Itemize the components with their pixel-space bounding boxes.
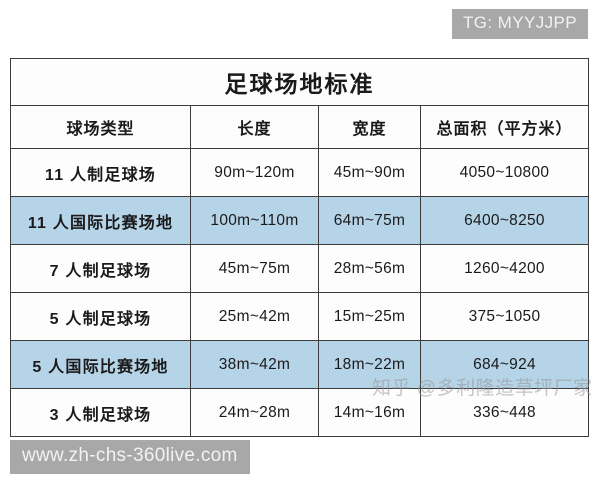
cell-field-width: 28m~56m [318, 244, 421, 293]
column-header-area: 总面积（平方米） [420, 105, 589, 149]
cell-field-length: 25m~42m [190, 292, 319, 341]
site-url-badge: www.zh-chs-360live.com [10, 440, 250, 474]
table-row: 11 人制足球场 90m~120m 45m~90m 4050~10800 [10, 148, 589, 197]
table-row: 7 人制足球场 45m~75m 28m~56m 1260~4200 [10, 244, 589, 293]
cell-field-width: 18m~22m [318, 340, 421, 389]
cell-field-width: 14m~16m [318, 388, 421, 437]
cell-field-type: 5 人国际比赛场地 [10, 340, 191, 389]
table-title-row: 足球场地标准 [10, 58, 589, 106]
cell-field-type: 11 人制足球场 [10, 148, 191, 197]
cell-field-length: 38m~42m [190, 340, 319, 389]
cell-field-area: 1260~4200 [420, 244, 589, 293]
cell-field-length: 100m~110m [190, 196, 319, 245]
column-header-length: 长度 [190, 105, 319, 149]
cell-field-length: 24m~28m [190, 388, 319, 437]
cell-field-width: 45m~90m [318, 148, 421, 197]
cell-field-type: 11 人国际比赛场地 [10, 196, 191, 245]
cell-field-area: 4050~10800 [420, 148, 589, 197]
football-field-spec-table: 足球场地标准 球场类型 长度 宽度 总面积（平方米） 11 人制足球场 90m~… [10, 58, 589, 437]
cell-field-type: 3 人制足球场 [10, 388, 191, 437]
cell-field-area: 375~1050 [420, 292, 589, 341]
cell-field-area: 684~924 [420, 340, 589, 389]
column-header-type: 球场类型 [10, 105, 191, 149]
table-row: 5 人国际比赛场地 38m~42m 18m~22m 684~924 [10, 340, 589, 389]
table-row: 3 人制足球场 24m~28m 14m~16m 336~448 [10, 388, 589, 437]
cell-field-area: 336~448 [420, 388, 589, 437]
telegram-handle-badge: TG: MYYJJPP [452, 9, 588, 39]
table-title: 足球场地标准 [10, 58, 589, 106]
table-header-row: 球场类型 长度 宽度 总面积（平方米） [10, 105, 589, 149]
cell-field-width: 64m~75m [318, 196, 421, 245]
cell-field-type: 5 人制足球场 [10, 292, 191, 341]
table-row: 11 人国际比赛场地 100m~110m 64m~75m 6400~8250 [10, 196, 589, 245]
spec-table-container: 足球场地标准 球场类型 长度 宽度 总面积（平方米） 11 人制足球场 90m~… [10, 58, 589, 437]
cell-field-width: 15m~25m [318, 292, 421, 341]
cell-field-length: 45m~75m [190, 244, 319, 293]
cell-field-type: 7 人制足球场 [10, 244, 191, 293]
column-header-width: 宽度 [318, 105, 421, 149]
cell-field-length: 90m~120m [190, 148, 319, 197]
cell-field-area: 6400~8250 [420, 196, 589, 245]
table-body: 足球场地标准 球场类型 长度 宽度 总面积（平方米） 11 人制足球场 90m~… [10, 58, 589, 437]
table-row: 5 人制足球场 25m~42m 15m~25m 375~1050 [10, 292, 589, 341]
